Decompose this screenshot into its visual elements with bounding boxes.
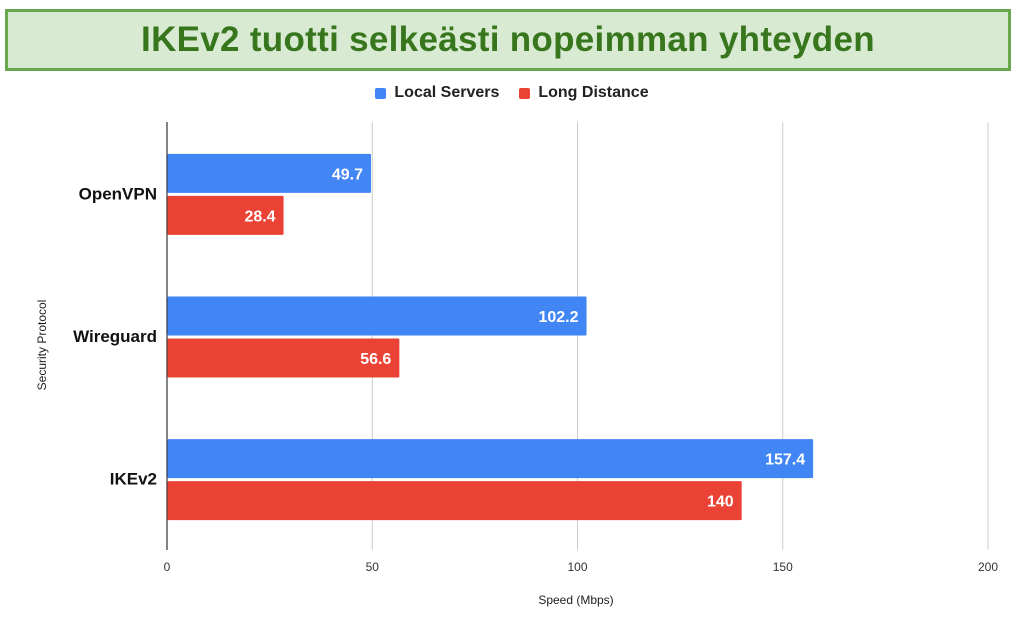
data-label: 157.4 — [765, 452, 805, 469]
x-tick-label: 100 — [567, 560, 587, 574]
x-tick-label: 200 — [978, 560, 998, 574]
x-tick-label: 0 — [164, 560, 171, 574]
legend-label: Long Distance — [538, 84, 649, 101]
x-tick-label: 50 — [366, 560, 380, 574]
chart-title: IKEv2 tuotti selkeästi nopeimman yhteyde… — [141, 20, 875, 59]
bar — [167, 338, 400, 378]
title-banner: IKEv2 tuotti selkeästi nopeimman yhteyde… — [5, 9, 1011, 71]
legend-item-local-servers[interactable]: Local Servers — [375, 84, 499, 102]
legend-swatch-local-servers — [375, 87, 387, 99]
bar — [167, 195, 284, 235]
data-label: 102.2 — [538, 309, 578, 326]
legend: Local Servers Long Distance — [0, 82, 1024, 104]
legend-item-long-distance[interactable]: Long Distance — [519, 84, 649, 102]
data-label: 56.6 — [360, 351, 391, 368]
category-label: Wireguard — [73, 327, 157, 346]
data-label: 49.7 — [332, 166, 363, 183]
legend-swatch-long-distance — [519, 87, 531, 99]
data-label: 28.4 — [244, 208, 275, 225]
x-tick-label: 150 — [773, 560, 793, 574]
bar — [167, 296, 587, 336]
legend-label: Local Servers — [394, 84, 500, 101]
bar — [167, 439, 814, 479]
bar — [167, 481, 742, 521]
x-axis-title: Speed (Mbps) — [538, 593, 614, 607]
bar — [167, 153, 372, 193]
y-axis-title: Security Protocol — [35, 299, 49, 391]
category-label: OpenVPN — [79, 184, 157, 203]
data-label: 140 — [707, 494, 734, 511]
category-label: IKEv2 — [110, 470, 157, 489]
